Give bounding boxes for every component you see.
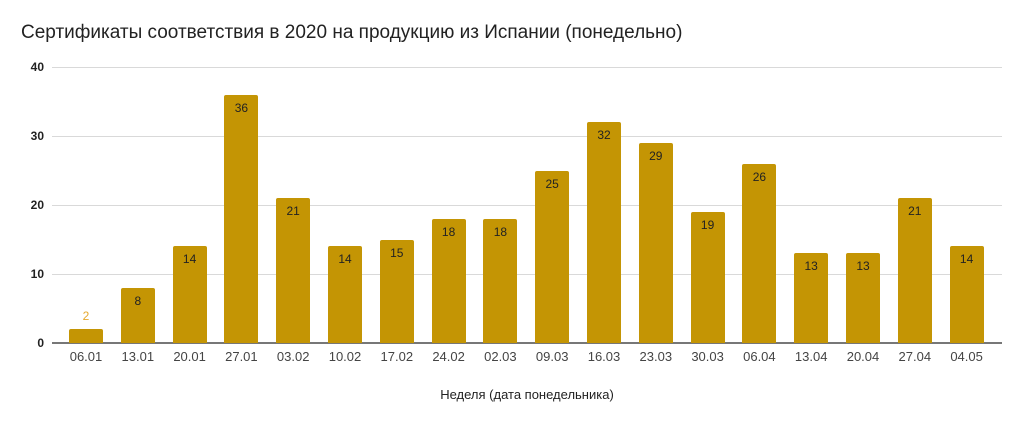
- data-label: 26: [752, 169, 767, 184]
- x-tick-label: 27.04: [898, 349, 932, 364]
- x-tick-label: 27.01: [225, 349, 258, 364]
- bar[interactable]: [949, 246, 984, 343]
- data-label: 14: [338, 252, 352, 267]
- bar[interactable]: [276, 198, 311, 343]
- data-label: 32: [597, 128, 611, 143]
- gridline: [52, 205, 1002, 206]
- data-label: 21: [908, 204, 922, 219]
- bar[interactable]: [690, 211, 725, 343]
- data-label: 19: [700, 217, 715, 232]
- data-label: 25: [545, 176, 559, 191]
- y-tick-label: 40: [30, 60, 44, 74]
- bar[interactable]: [587, 122, 621, 343]
- gridline: [52, 274, 1002, 275]
- bar[interactable]: [535, 170, 570, 343]
- x-tick-label: 06.01: [69, 349, 103, 364]
- x-tick-label: 20.01: [173, 349, 206, 364]
- data-label: 14: [182, 252, 197, 267]
- bar[interactable]: [742, 163, 777, 343]
- bar[interactable]: [638, 142, 673, 343]
- data-label: 8: [134, 293, 142, 308]
- x-tick-label: 13.01: [121, 349, 155, 364]
- bar[interactable]: [224, 94, 259, 343]
- data-label: 29: [649, 148, 663, 163]
- bar[interactable]: [379, 239, 414, 343]
- x-axis-baseline: [52, 342, 1002, 344]
- gridline: [52, 136, 1002, 137]
- bar[interactable]: [483, 218, 518, 343]
- x-axis-label: Неделя (дата понедельника): [440, 387, 614, 402]
- bar[interactable]: [328, 246, 362, 343]
- data-label: 18: [441, 224, 456, 239]
- x-tick-label: 02.03: [484, 349, 517, 364]
- y-tick-label: 30: [30, 129, 44, 143]
- x-tick-label: 13.04: [794, 349, 828, 364]
- data-label: 13: [804, 259, 818, 274]
- x-tick-label: 06.04: [743, 349, 776, 364]
- x-tick-label: 03.02: [276, 349, 310, 364]
- x-tick-label: 16.03: [587, 349, 621, 364]
- bar[interactable]: [172, 246, 207, 343]
- y-tick-label: 20: [30, 198, 44, 212]
- chart-title: Сертификаты соответствия в 2020 на проду…: [21, 22, 683, 43]
- data-label: 15: [390, 245, 404, 260]
- x-tick-label: 20.04: [846, 349, 880, 364]
- data-label: 36: [234, 100, 249, 115]
- x-tick-label: 10.02: [328, 349, 362, 364]
- x-tick-label: 24.02: [432, 349, 465, 364]
- bar[interactable]: [69, 329, 103, 343]
- x-tick-label: 09.03: [535, 349, 569, 364]
- data-label: 14: [959, 252, 974, 267]
- x-tick-label: 23.03: [639, 349, 673, 364]
- bar[interactable]: [794, 253, 829, 343]
- bar[interactable]: [846, 253, 880, 343]
- x-tick-label: 04.05: [950, 349, 983, 364]
- data-label: 13: [856, 259, 870, 274]
- data-label: 2: [82, 309, 90, 324]
- data-label: 18: [493, 224, 508, 239]
- bar[interactable]: [897, 198, 932, 343]
- y-tick-label: 0: [37, 336, 44, 350]
- bar[interactable]: [120, 287, 155, 343]
- data-label: 21: [286, 204, 300, 219]
- bar[interactable]: [431, 218, 466, 343]
- x-tick-label: 17.02: [380, 349, 414, 364]
- y-tick-label: 10: [30, 267, 44, 281]
- gridline: [52, 67, 1002, 68]
- x-tick-label: 30.03: [691, 349, 724, 364]
